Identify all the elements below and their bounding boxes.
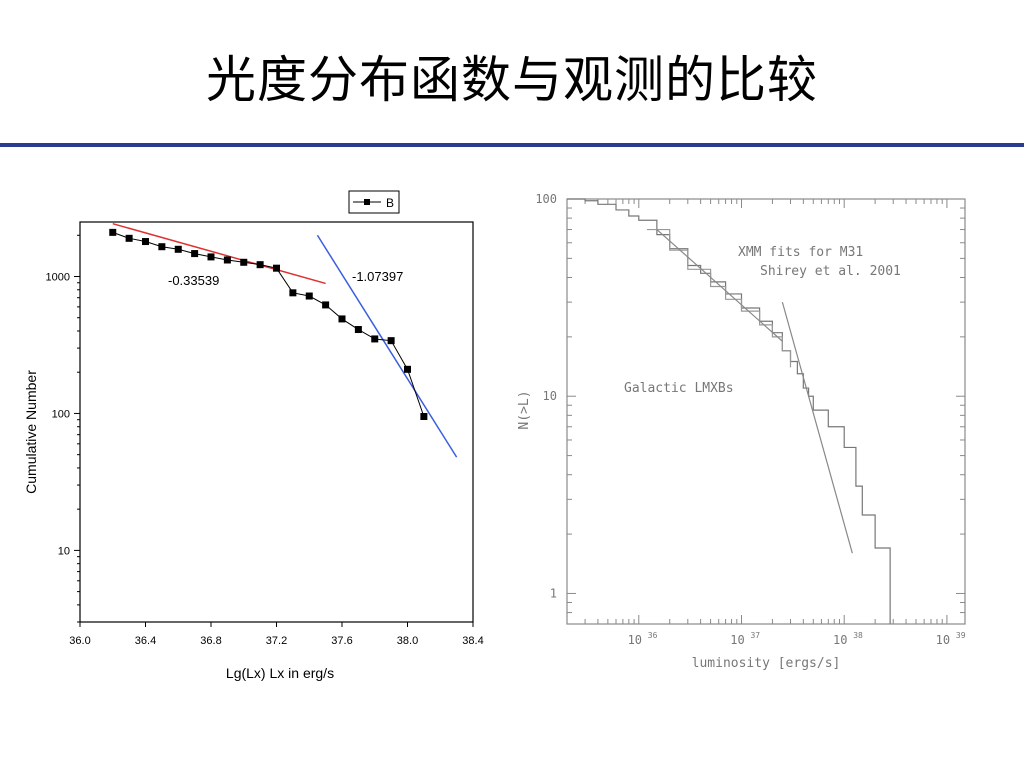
series-b-point (109, 228, 117, 236)
series-b-point (289, 289, 297, 297)
left-x-tick-label: 38.0 (397, 635, 418, 647)
left-x-tick-label: 36.8 (200, 635, 221, 647)
right-y-axis-label: N(>L) (517, 390, 532, 429)
fit-slope-label-blue: -1.07397 (352, 269, 403, 284)
right-step-series (567, 198, 891, 624)
series-b-point (354, 326, 362, 334)
left-x-tick-label: 36.0 (69, 635, 90, 647)
series-b-point (273, 264, 280, 272)
series-b-point (191, 250, 199, 258)
left-x-tick-label: 37.2 (266, 635, 287, 647)
left-x-axis-label: Lg(Lx) Lx in erg/s (226, 665, 334, 681)
right-x-tick-exponent: 38 (853, 631, 863, 640)
right-x-tick-label: 10 (730, 633, 744, 647)
series-b-point (240, 258, 248, 266)
right-x-tick-exponent: 36 (648, 631, 658, 640)
right-y-tick-label: 100 (535, 192, 557, 206)
series-b-point (207, 253, 215, 261)
left-series-b (109, 228, 428, 420)
annotation-xmm-fits: XMM fits for M31 (738, 245, 863, 260)
right-x-axis-label: luminosity [ergs/s] (692, 656, 841, 671)
left-x-tick-label: 36.4 (135, 635, 156, 647)
left-x-ticks: 36.0 36.4 36.8 37.2 37.6 38.0 38.4 (69, 622, 484, 647)
series-b-line (112, 231, 425, 417)
right-x-tick-exponent: 37 (750, 631, 760, 640)
left-y-axis-label: Cumulative Number (23, 370, 39, 494)
left-y-ticks: 10 100 1000 (46, 234, 80, 623)
series-b-point (125, 234, 133, 242)
legend-marker (364, 199, 370, 205)
series-b-point (322, 301, 330, 309)
right-plot-frame (566, 198, 966, 625)
right-fit-line (656, 229, 783, 342)
series-b-point (256, 261, 264, 269)
left-y-tick-label: 10 (58, 545, 70, 557)
left-y-tick-label: 1000 (46, 271, 70, 283)
series-b-point (142, 238, 149, 246)
right-fit-line (781, 301, 853, 554)
annotation-shirey: Shirey et al. 2001 (760, 264, 901, 279)
left-fit-lines (112, 222, 458, 458)
fit-line-blue (316, 234, 458, 458)
right-x-tick-exponent: 39 (956, 631, 966, 640)
right-y-tick-label: 10 (543, 389, 557, 403)
left-y-tick-label: 100 (52, 408, 70, 420)
series-b-point (305, 292, 313, 300)
series-b-point (174, 245, 182, 253)
right-y-ticks: 1 10 100 (535, 192, 965, 614)
right-fit-lines (656, 229, 853, 554)
right-x-tick-label: 10 (833, 633, 847, 647)
left-plot-frame (79, 221, 474, 623)
series-b-point (420, 412, 428, 420)
series-b-point (338, 315, 346, 323)
fit-slope-label-red: -0.33539 (168, 273, 219, 288)
right-chart: 10 36 10 37 10 38 10 39 1 10 100 luminosity [ergs… (517, 192, 966, 671)
right-y-tick-label: 1 (550, 586, 557, 600)
series-b-point (158, 243, 166, 251)
series-b-point (371, 335, 379, 343)
series-b-point (223, 256, 231, 264)
left-chart: 36.0 36.4 36.8 37.2 37.6 38.0 38.4 10 100 1000 L… (23, 190, 484, 681)
right-x-ticks: 10 36 10 37 10 38 10 39 (584, 199, 966, 647)
series-b-point (404, 365, 411, 373)
fit-line-red (112, 222, 326, 285)
right-series (567, 198, 891, 624)
left-x-tick-label: 38.4 (462, 635, 483, 647)
series-b-point (387, 337, 395, 345)
title-divider (0, 143, 1024, 147)
right-x-tick-label: 10 (628, 633, 642, 647)
left-legend: B (348, 190, 400, 214)
annotation-galactic-lmxbs: Galactic LMXBs (624, 381, 734, 396)
legend-label: B (386, 196, 394, 210)
right-step-series (646, 228, 792, 368)
left-x-tick-label: 37.6 (331, 635, 352, 647)
slide-title: 光度分布函数与观测的比较 (206, 51, 818, 109)
right-x-tick-label: 10 (936, 633, 950, 647)
